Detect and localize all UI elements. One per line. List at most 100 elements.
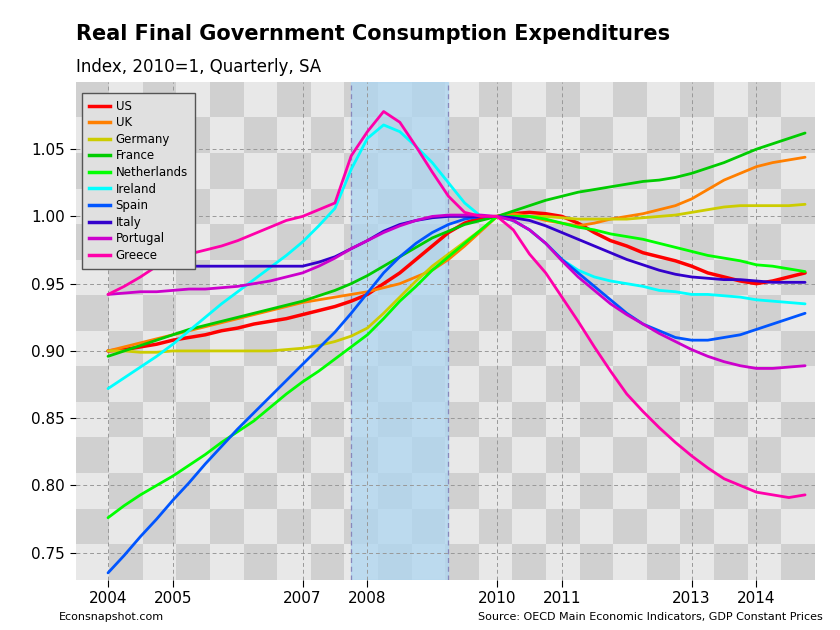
Greece (330, 199, 340, 207)
Spain (654, 327, 664, 335)
Germany (703, 206, 713, 214)
Bar (176, 260, 210, 295)
Bar (143, 260, 176, 295)
Ireland (638, 283, 648, 290)
US (151, 340, 161, 348)
US (119, 346, 129, 353)
Ireland (654, 287, 664, 294)
Bar (344, 260, 378, 295)
Bar (109, 260, 143, 295)
France (703, 164, 713, 172)
Netherlands (800, 268, 810, 275)
Bar (210, 47, 244, 82)
Bar (647, 508, 680, 544)
Bar (613, 117, 647, 153)
US (281, 315, 291, 323)
Netherlands (346, 343, 356, 351)
Spain (297, 360, 307, 368)
France (800, 129, 810, 137)
US (103, 347, 113, 355)
Bar (412, 224, 445, 260)
Spain (784, 315, 794, 323)
Portugal (168, 287, 178, 294)
Bar (613, 366, 647, 402)
Ireland (119, 374, 129, 382)
Text: Real Final Government Consumption Expenditures: Real Final Government Consumption Expend… (76, 24, 669, 44)
France (379, 263, 389, 270)
UK (233, 315, 243, 323)
Italy (217, 263, 227, 270)
Germany (590, 215, 600, 223)
Bar (479, 366, 512, 402)
Spain (362, 289, 372, 297)
Netherlands (524, 213, 534, 220)
Italy (233, 263, 243, 270)
Portugal (752, 365, 762, 372)
Bar (781, 224, 815, 260)
Bar (445, 117, 479, 153)
Bar (714, 295, 748, 331)
Bar (613, 544, 647, 580)
Bar (143, 117, 176, 153)
Bar (311, 224, 344, 260)
Netherlands (735, 257, 745, 265)
Greece (686, 452, 696, 460)
Bar (714, 188, 748, 224)
Portugal (541, 239, 551, 247)
Bar (344, 544, 378, 580)
UK (330, 294, 340, 301)
Germany (784, 202, 794, 209)
Greece (281, 217, 291, 224)
Bar (580, 473, 613, 508)
Spain (119, 552, 129, 559)
Italy (492, 213, 502, 220)
US (217, 327, 227, 335)
Bar (781, 82, 815, 117)
Bar (244, 437, 277, 473)
Bar (143, 295, 176, 331)
Portugal (606, 300, 616, 307)
Bar (613, 331, 647, 366)
Line: Greece: Greece (108, 112, 805, 498)
Netherlands (590, 226, 600, 234)
Bar (176, 508, 210, 544)
France (686, 169, 696, 177)
Bar (109, 295, 143, 331)
UK (590, 219, 600, 227)
US (459, 219, 470, 227)
Portugal (313, 263, 323, 270)
Bar (412, 544, 445, 580)
Germany (654, 213, 664, 220)
Bar (781, 544, 815, 580)
Bar (76, 260, 109, 295)
France (459, 220, 470, 228)
Italy (508, 214, 518, 222)
Ireland (103, 385, 113, 392)
Greece (428, 168, 438, 176)
UK (752, 163, 762, 171)
UK (281, 303, 291, 311)
Bar (714, 224, 748, 260)
Bar (412, 402, 445, 437)
France (541, 197, 551, 204)
Bar (748, 260, 781, 295)
Greece (265, 224, 276, 231)
Germany (184, 347, 194, 355)
Italy (444, 213, 454, 220)
Netherlands (200, 450, 210, 458)
Bar (311, 82, 344, 117)
France (168, 331, 178, 338)
Bar (647, 437, 680, 473)
Italy (200, 263, 210, 270)
Bar (512, 47, 546, 82)
Bar (748, 117, 781, 153)
Portugal (557, 257, 567, 265)
Bar (311, 153, 344, 188)
Bar (277, 295, 311, 331)
Bar (76, 82, 109, 117)
US (492, 213, 502, 220)
US (735, 277, 745, 285)
France (217, 318, 227, 325)
Germany (428, 263, 438, 270)
Bar (580, 82, 613, 117)
